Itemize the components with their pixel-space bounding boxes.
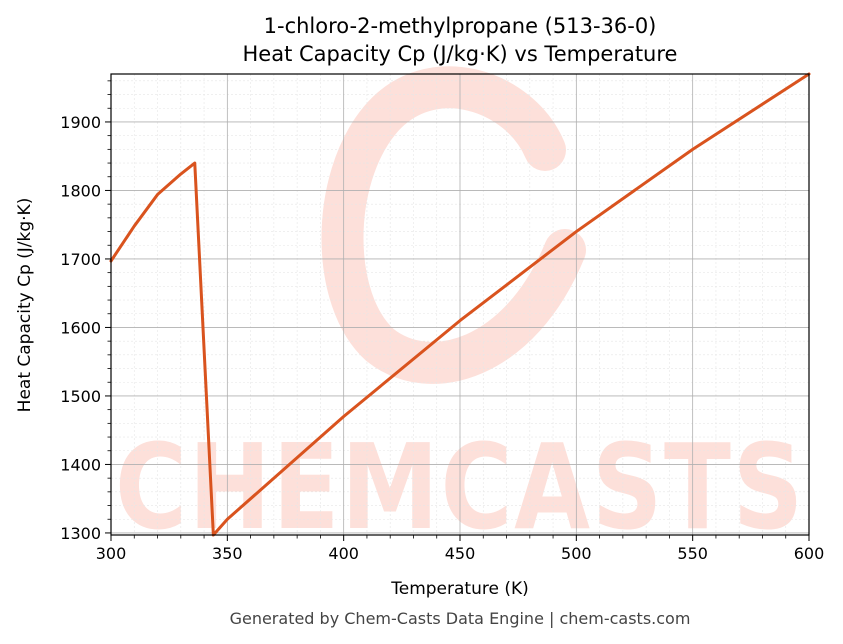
x-tick-label: 400 <box>328 544 359 563</box>
y-tick-label: 1800 <box>60 181 101 200</box>
x-axis-label: Temperature (K) <box>390 579 529 599</box>
x-tick-label: 600 <box>794 544 825 563</box>
x-tick-label: 550 <box>677 544 708 563</box>
chart-title-line2: Heat Capacity Cp (J/kg·K) vs Temperature <box>243 42 678 66</box>
x-tick-label: 350 <box>212 544 243 563</box>
y-tick-label: 1700 <box>60 250 101 269</box>
y-tick-label: 1900 <box>60 113 101 132</box>
y-tick-label: 1400 <box>60 455 101 474</box>
x-tick-label: 300 <box>96 544 127 563</box>
x-tick-label: 500 <box>561 544 592 563</box>
series-line <box>109 72 811 537</box>
y-tick-label: 1500 <box>60 387 101 406</box>
watermark-swirl <box>321 66 586 384</box>
y-axis-label: Heat Capacity Cp (J/kg·K) <box>15 198 35 413</box>
y-tick-label: 1600 <box>60 318 101 337</box>
footer-credit: Generated by Chem-Casts Data Engine | ch… <box>230 609 691 628</box>
chart-title-line1: 1-chloro-2-methylpropane (513-36-0) <box>264 14 657 38</box>
series-layer <box>109 72 811 537</box>
x-tick-label: 450 <box>445 544 476 563</box>
x-axis-ticks: 300 350 400 450 500 550 600 <box>96 535 825 563</box>
y-tick-label: 1300 <box>60 524 101 543</box>
y-axis-ticks: 1300 1400 1500 1600 1700 1800 1900 <box>60 80 111 543</box>
